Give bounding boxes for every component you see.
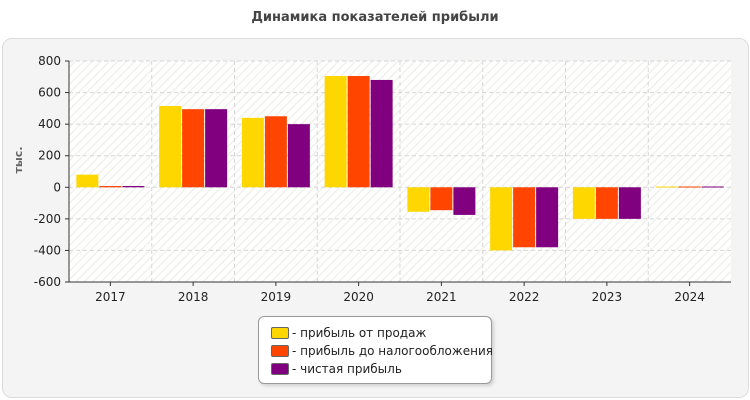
chart-legend: - прибыль от продаж - прибыль до налогоо… <box>258 316 493 384</box>
y-tick-label: 800 <box>38 54 61 68</box>
legend-swatch <box>271 326 289 339</box>
bar <box>572 187 595 219</box>
bar <box>490 187 513 251</box>
bar <box>287 124 310 188</box>
bar <box>122 186 145 188</box>
y-tick-label: -200 <box>34 212 61 226</box>
bar <box>99 186 122 188</box>
y-tick-label: -400 <box>34 243 61 257</box>
x-tick-label: 2018 <box>178 290 209 304</box>
bar <box>618 187 641 219</box>
x-tick-label: 2021 <box>426 290 457 304</box>
bar <box>182 109 205 188</box>
bar <box>347 75 370 188</box>
legend-label: - чистая прибыль <box>292 362 402 376</box>
bar <box>678 186 701 188</box>
y-tick-label: 0 <box>53 180 61 194</box>
legend-label: - прибыль от продаж <box>292 326 427 340</box>
bar <box>370 79 393 188</box>
legend-swatch <box>271 362 289 375</box>
bar <box>159 105 182 188</box>
bar <box>655 186 678 188</box>
legend-item: - прибыль до налогообложения <box>271 344 493 358</box>
x-tick-label: 2020 <box>343 290 374 304</box>
y-tick-label: -600 <box>34 275 61 289</box>
bar <box>430 187 453 211</box>
bar <box>76 174 99 188</box>
bar <box>595 187 618 219</box>
bar <box>453 187 476 215</box>
x-tick-label: 2022 <box>509 290 540 304</box>
legend-swatch <box>271 344 289 357</box>
bar <box>513 187 536 248</box>
y-tick-label: 400 <box>38 117 61 131</box>
bar <box>701 186 724 188</box>
legend-label: - прибыль до налогообложения <box>292 344 493 358</box>
bar <box>264 116 287 188</box>
legend-item: - чистая прибыль <box>271 362 402 376</box>
bar <box>324 75 347 188</box>
bar <box>407 187 430 212</box>
x-tick-label: 2023 <box>592 290 623 304</box>
x-tick-label: 2019 <box>261 290 292 304</box>
bar <box>205 109 228 188</box>
x-tick-label: 2017 <box>95 290 126 304</box>
y-tick-label: 200 <box>38 149 61 163</box>
legend-item: - прибыль от продаж <box>271 326 426 340</box>
chart-title: Динамика показателей прибыли <box>251 10 499 25</box>
y-axis-label: тыс. <box>12 146 25 173</box>
bar <box>241 117 264 188</box>
x-tick-label: 2024 <box>674 290 705 304</box>
bar <box>536 187 559 248</box>
y-tick-label: 600 <box>38 86 61 100</box>
